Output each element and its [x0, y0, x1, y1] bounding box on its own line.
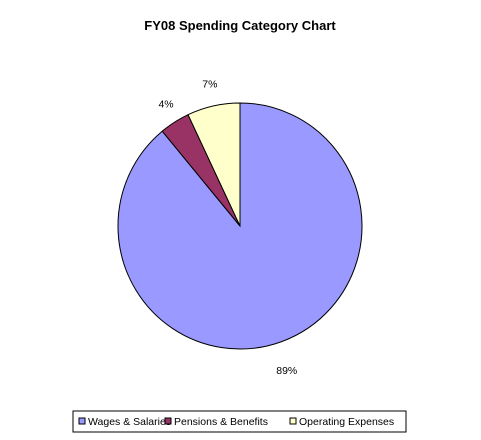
legend-swatch-pensions-benefits	[164, 417, 172, 425]
legend-swatch-wages-salaries	[78, 417, 86, 425]
pie-slices	[117, 102, 363, 350]
pie-slice-operating-expenses	[187, 102, 241, 227]
legend-label-operating-expenses: Operating Expenses	[299, 416, 394, 428]
legend-swatch-operating-expenses	[289, 417, 297, 425]
slice-label-operating-expenses: 7%	[202, 78, 217, 90]
legend-box	[72, 410, 407, 433]
legend-label-pensions-benefits: Pensions & Benefits	[174, 416, 268, 428]
legend-label-wages-salaries: Wages & Salaries	[88, 416, 171, 428]
chart-title: FY08 Spending Category Chart	[144, 18, 336, 33]
pie-slice-labels: 89% 4% 7%	[158, 78, 297, 377]
chart-legend: Wages & Salaries Pensions & Benefits Opera…	[72, 410, 407, 433]
legend-items: Wages & Salaries Pensions & Benefits Opera…	[78, 416, 394, 428]
slice-label-wages-salaries: 89%	[276, 365, 297, 377]
slice-label-pensions-benefits: 4%	[158, 98, 173, 110]
